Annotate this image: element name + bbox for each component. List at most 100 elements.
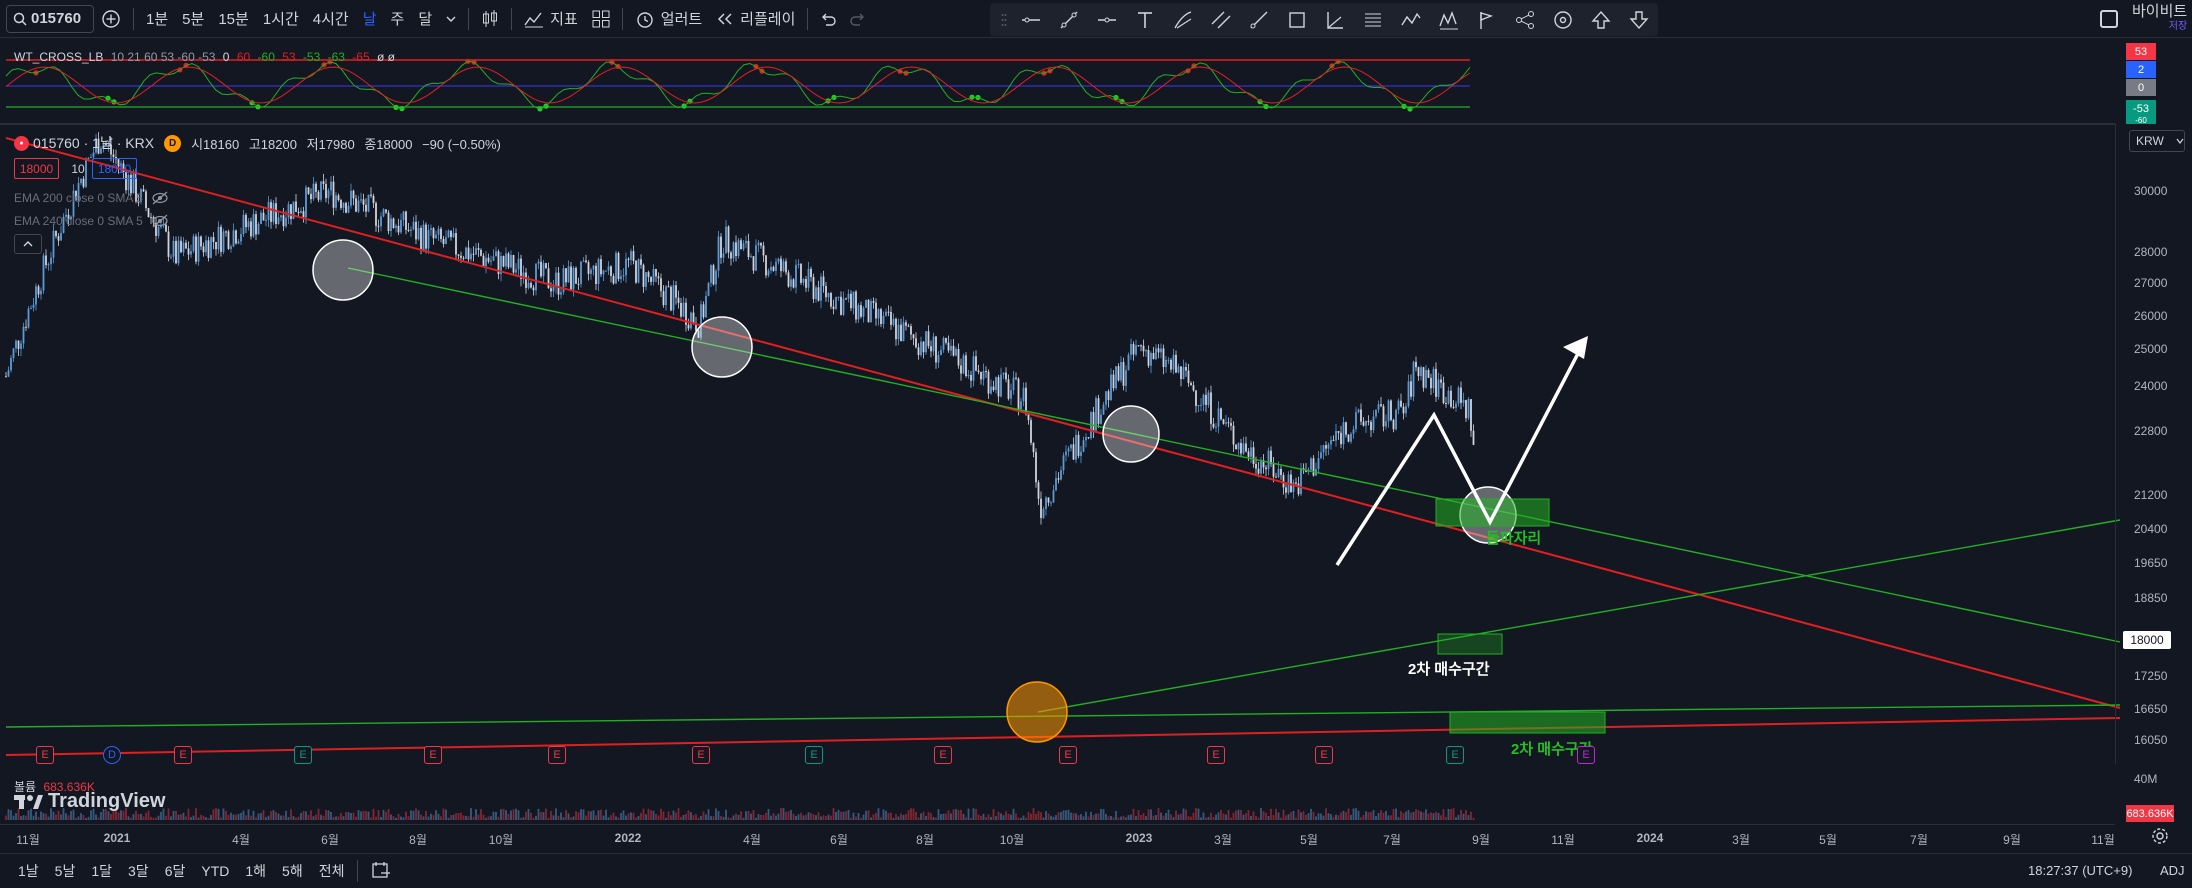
tool-horizontal-ray[interactable] <box>1012 4 1050 36</box>
tool-arrow-up[interactable] <box>1582 4 1620 36</box>
indicator-legend[interactable]: WT_CROSS_LB 10 21 60 53 -60 -53 0 60 -60… <box>14 50 395 64</box>
volume-bar <box>892 817 895 820</box>
candle-body <box>435 234 437 239</box>
tool-fib[interactable] <box>1354 4 1392 36</box>
indicators-label: 지표 <box>550 11 578 28</box>
earnings-marker[interactable]: E <box>1446 746 1464 764</box>
tool-pattern[interactable] <box>1430 4 1468 36</box>
range-ytd[interactable]: YTD <box>201 863 230 879</box>
layout-checkbox[interactable] <box>2100 10 2118 28</box>
goto-date-button[interactable] <box>363 861 399 882</box>
earnings-marker[interactable]: E <box>294 746 312 764</box>
indicators-button[interactable]: 지표 <box>517 5 585 33</box>
tool-text[interactable] <box>1126 4 1164 36</box>
earnings-marker[interactable]: E <box>424 746 442 764</box>
volume-bar <box>942 813 945 820</box>
interval-1h[interactable]: 1시간 <box>262 11 299 28</box>
volume-bar <box>235 814 237 820</box>
bid-price[interactable]: 18000 <box>14 158 59 179</box>
dividend-marker[interactable]: D <box>103 746 121 764</box>
ema-200-legend[interactable]: EMA 200 close 0 SMA 5 <box>14 191 169 205</box>
interval-dropdown[interactable] <box>439 5 463 33</box>
range-1d[interactable]: 1날 <box>18 863 39 879</box>
candle-body <box>1360 409 1362 422</box>
interval-4h[interactable]: 4시간 <box>312 11 349 28</box>
volume-bar <box>1370 812 1372 820</box>
volume-bar <box>1407 809 1410 820</box>
tool-angle[interactable] <box>1316 4 1354 36</box>
add-symbol-button[interactable] <box>94 5 128 33</box>
interval-15m[interactable]: 15분 <box>218 11 249 28</box>
tool-horizontal-line[interactable] <box>1088 4 1126 36</box>
earnings-marker[interactable]: E <box>548 746 566 764</box>
range-6m[interactable]: 6달 <box>164 863 186 879</box>
interval-month[interactable]: 달 <box>418 11 433 28</box>
account-name[interactable]: 바이비트 저장 <box>2132 4 2187 34</box>
volume-legend[interactable]: 볼륨 683.636K <box>14 778 95 795</box>
tool-share[interactable] <box>1506 4 1544 36</box>
candle-body <box>1327 444 1330 449</box>
wt-cross-dot <box>1401 103 1407 109</box>
earnings-marker[interactable]: E <box>1577 746 1595 764</box>
range-3m[interactable]: 3달 <box>128 863 149 879</box>
interval-5m[interactable]: 5분 <box>182 11 205 28</box>
ask-price[interactable]: 18010 <box>92 158 137 179</box>
drag-handle[interactable] <box>996 4 1012 36</box>
undo-button[interactable] <box>813 5 843 33</box>
volume-bar <box>1190 816 1192 820</box>
time-axis[interactable]: 11월 2021 4월 6월 8월 10월 2022 4월 6월 8월 10월 2023 3월 5월 7월 9… <box>0 824 2115 850</box>
collapse-legend-button[interactable] <box>14 234 42 254</box>
tool-trend-line[interactable] <box>1050 4 1088 36</box>
tool-pitchfork[interactable] <box>1164 4 1202 36</box>
earnings-marker[interactable]: E <box>1059 746 1077 764</box>
candle-body <box>370 194 372 196</box>
volume-bar <box>1367 812 1370 820</box>
tool-rectangle[interactable] <box>1278 4 1316 36</box>
earnings-marker[interactable]: E <box>805 746 823 764</box>
currency-selector[interactable]: KRW <box>2129 130 2185 152</box>
eye-off-icon[interactable] <box>151 214 169 228</box>
interval-week[interactable]: 주 <box>390 11 405 28</box>
tool-target[interactable] <box>1544 4 1582 36</box>
earnings-marker[interactable]: E <box>934 746 952 764</box>
ema-240-legend[interactable]: EMA 240 close 0 SMA 5 <box>14 214 169 228</box>
earnings-marker[interactable]: E <box>692 746 710 764</box>
chart-type-button[interactable] <box>474 5 506 33</box>
symbol-search[interactable]: 015760 <box>6 4 94 33</box>
range-5y[interactable]: 5해 <box>282 863 303 879</box>
eye-off-icon[interactable] <box>151 191 169 205</box>
tool-flag[interactable] <box>1468 4 1506 36</box>
earnings-marker[interactable]: E <box>36 746 54 764</box>
tool-parallel-channel[interactable] <box>1202 4 1240 36</box>
range-5d[interactable]: 5날 <box>54 863 76 879</box>
tool-ray[interactable] <box>1240 4 1278 36</box>
wt-cross-dot <box>687 98 693 104</box>
volume-bar <box>657 815 660 820</box>
interval-1m[interactable]: 1분 <box>146 11 169 28</box>
clock[interactable]: 18:27:37 (UTC+9) <box>2028 863 2133 878</box>
gear-icon[interactable] <box>2150 826 2170 846</box>
interval-day[interactable]: 날 <box>362 11 377 28</box>
earnings-marker[interactable]: E <box>1207 746 1225 764</box>
earnings-marker[interactable]: E <box>1315 746 1333 764</box>
replay-button[interactable]: 리플레이 <box>709 5 802 33</box>
candle-body <box>470 253 472 260</box>
range-1m[interactable]: 1달 <box>91 863 113 879</box>
price-axis[interactable]: 30000 28000 27000 26000 25000 24000 2280… <box>2115 124 2192 786</box>
tool-path[interactable] <box>1392 4 1430 36</box>
range-1y[interactable]: 1해 <box>245 863 267 879</box>
volume-bar <box>875 812 877 820</box>
layouts-button[interactable] <box>585 5 617 33</box>
range-all[interactable]: 전체 <box>318 863 345 879</box>
candle-body <box>1340 432 1342 445</box>
adj-toggle[interactable]: ADJ <box>2160 863 2185 878</box>
earnings-marker[interactable]: E <box>174 746 192 764</box>
volume-bar <box>647 808 650 820</box>
symbol-legend[interactable]: ● 015760 · 1날 · KRX D 시18160 고18200 저179… <box>14 133 501 153</box>
alert-button[interactable]: 얼러트 <box>628 5 709 33</box>
tool-arrow-down[interactable] <box>1620 4 1658 36</box>
redo-button[interactable] <box>843 5 873 33</box>
volume-bar <box>260 813 262 820</box>
candle-body <box>275 203 277 224</box>
volume-bar <box>1150 809 1152 820</box>
